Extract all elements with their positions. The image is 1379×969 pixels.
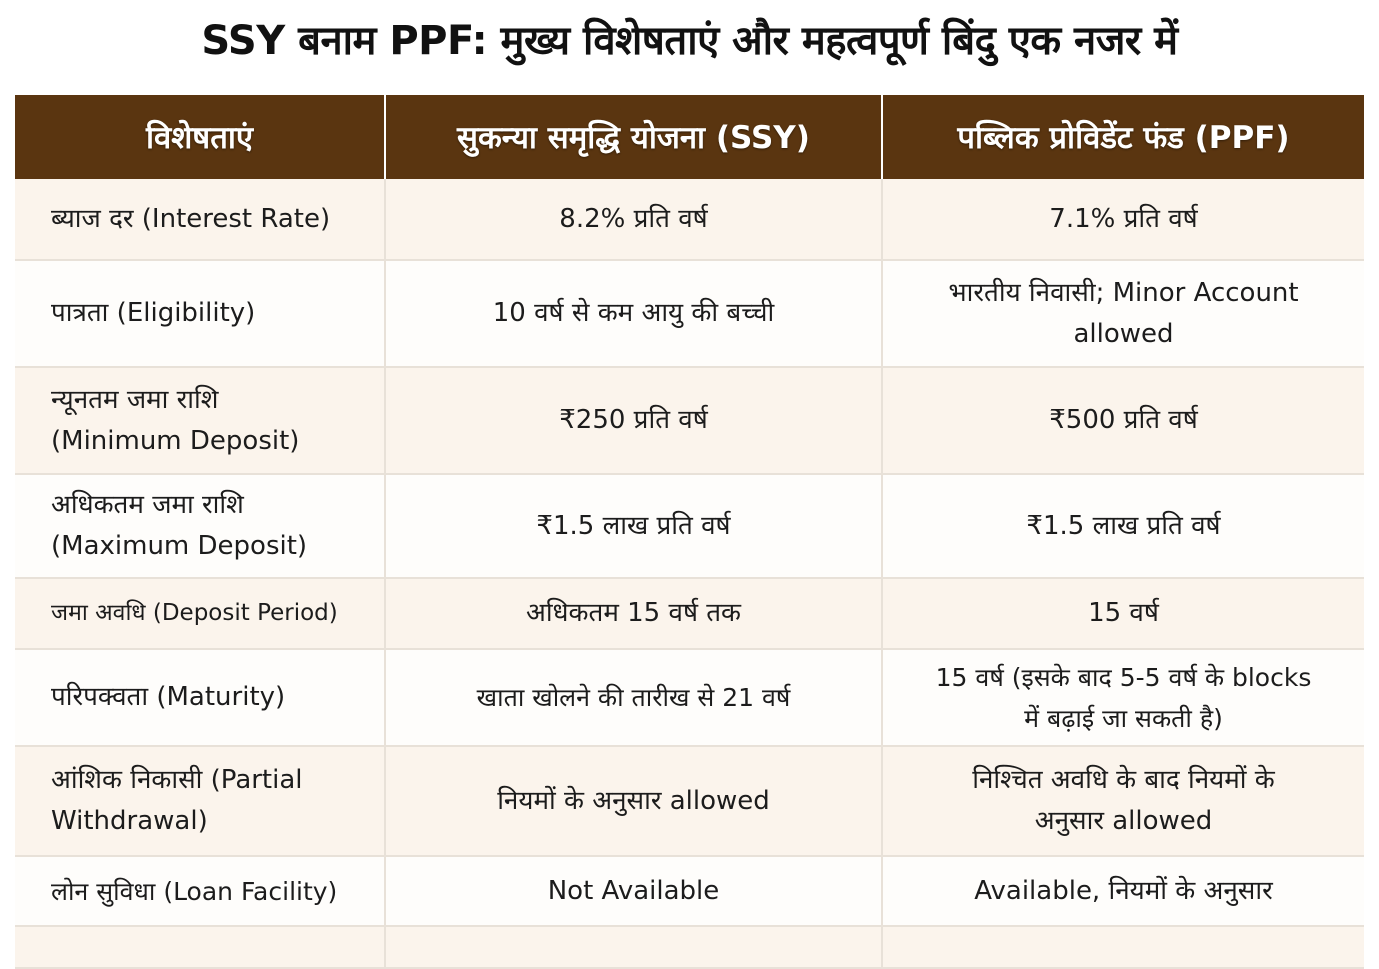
row-ppf-partial-withdrawal: निश्चित अवधि के बाद नियमों के अनुसार all… bbox=[882, 746, 1364, 857]
table-row: अधिकतम जमा राशि (Maximum Deposit) ₹1.5 ल… bbox=[15, 474, 1364, 579]
row-feature-maturity: परिपक्वता (Maturity) bbox=[15, 649, 386, 747]
row-ssy-minimum-deposit: ₹250 प्रति वर्ष bbox=[385, 367, 883, 475]
header-ppf: पब्लिक प्रोविडेंट फंड (PPF) bbox=[882, 95, 1364, 179]
row-ssy-maturity: खाता खोलने की तारीख से 21 वर्ष bbox=[385, 649, 883, 747]
table-row: लोन सुविधा (Loan Facility) Not Available… bbox=[15, 856, 1364, 927]
row-ppf-loan-facility: Available, नियमों के अनुसार bbox=[882, 856, 1364, 927]
row-feature-minimum-deposit: न्यूनतम जमा राशि (Minimum Deposit) bbox=[15, 367, 386, 475]
header-ssy: सुकन्या समृद्धि योजना (SSY) bbox=[385, 95, 883, 179]
row-ppf-maximum-deposit: ₹1.5 लाख प्रति वर्ष bbox=[882, 474, 1364, 579]
table-row: जमा अवधि (Deposit Period) अधिकतम 15 वर्ष… bbox=[15, 578, 1364, 650]
cut-off-cell bbox=[882, 926, 1364, 969]
row-ppf-deposit-period: 15 वर्ष bbox=[882, 578, 1364, 650]
row-ssy-eligibility: 10 वर्ष से कम आयु की बच्ची bbox=[385, 260, 883, 368]
row-feature-loan-facility: लोन सुविधा (Loan Facility) bbox=[15, 856, 386, 927]
row-ssy-interest-rate: 8.2% प्रति वर्ष bbox=[385, 179, 883, 261]
table-row-cut-off bbox=[15, 926, 1364, 969]
row-ssy-partial-withdrawal: नियमों के अनुसार allowed bbox=[385, 746, 883, 857]
table-row: पात्रता (Eligibility) 10 वर्ष से कम आयु … bbox=[15, 260, 1364, 368]
row-ppf-minimum-deposit: ₹500 प्रति वर्ष bbox=[882, 367, 1364, 475]
row-ssy-loan-facility: Not Available bbox=[385, 856, 883, 927]
table-header-row: विशेषताएं सुकन्या समृद्धि योजना (SSY) पब… bbox=[15, 95, 1364, 179]
row-ppf-interest-rate: 7.1% प्रति वर्ष bbox=[882, 179, 1364, 261]
row-ssy-maximum-deposit: ₹1.5 लाख प्रति वर्ष bbox=[385, 474, 883, 579]
comparison-table: विशेषताएं सुकन्या समृद्धि योजना (SSY) पब… bbox=[15, 95, 1364, 969]
row-ppf-eligibility: भारतीय निवासी; Minor Account allowed bbox=[882, 260, 1364, 368]
row-feature-maximum-deposit: अधिकतम जमा राशि (Maximum Deposit) bbox=[15, 474, 386, 579]
cut-off-cell bbox=[15, 926, 386, 969]
row-feature-partial-withdrawal: आंशिक निकासी (Partial Withdrawal) bbox=[15, 746, 386, 857]
header-features: विशेषताएं bbox=[15, 95, 386, 179]
row-feature-deposit-period: जमा अवधि (Deposit Period) bbox=[15, 578, 386, 650]
row-ssy-deposit-period: अधिकतम 15 वर्ष तक bbox=[385, 578, 883, 650]
table-row: परिपक्वता (Maturity) खाता खोलने की तारीख… bbox=[15, 649, 1364, 747]
row-feature-interest-rate: ब्याज दर (Interest Rate) bbox=[15, 179, 386, 261]
table-row: आंशिक निकासी (Partial Withdrawal) नियमों… bbox=[15, 746, 1364, 857]
row-feature-eligibility: पात्रता (Eligibility) bbox=[15, 260, 386, 368]
page-title: SSY बनाम PPF: मुख्य विशेषताएं और महत्वपू… bbox=[201, 18, 1178, 64]
table-row: ब्याज दर (Interest Rate) 8.2% प्रति वर्ष… bbox=[15, 179, 1364, 261]
table-row: न्यूनतम जमा राशि (Minimum Deposit) ₹250 … bbox=[15, 367, 1364, 475]
cut-off-cell bbox=[385, 926, 883, 969]
row-ppf-maturity: 15 वर्ष (इसके बाद 5-5 वर्ष के blocks में… bbox=[882, 649, 1364, 747]
